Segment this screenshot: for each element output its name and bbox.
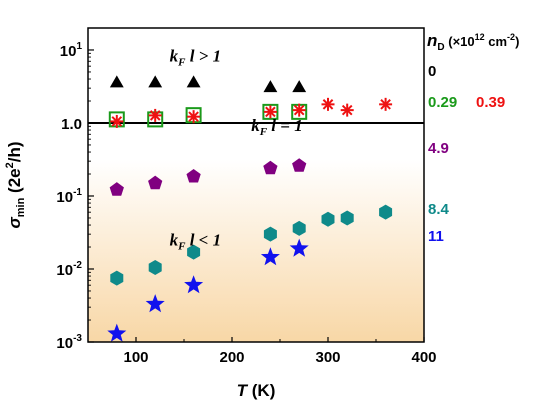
y-tick-label: 10-3: [56, 333, 82, 352]
data-point: [263, 226, 277, 242]
regime-annotation: kF l > 1: [170, 46, 222, 68]
data-point: [263, 160, 278, 175]
data-point: [292, 158, 307, 172]
data-point: [186, 75, 201, 88]
data-point: [292, 80, 307, 93]
legend-title: nD (×1012 cm-2): [427, 31, 519, 53]
plot-frame: [87, 27, 425, 343]
data-point: [109, 182, 124, 196]
x-tick-label: 400: [411, 349, 436, 366]
data-point: [262, 103, 279, 120]
data-point: [109, 75, 124, 88]
legend-title-unit: (×10: [445, 34, 475, 49]
data-point: [148, 75, 163, 88]
data-point: [187, 110, 201, 124]
regime-annotation: kF l < 1: [170, 230, 222, 252]
legend-label: 0: [428, 63, 436, 80]
data-point: [187, 244, 201, 260]
legend-title-main: n: [427, 31, 437, 50]
data-point: [321, 97, 335, 111]
data-point: [292, 220, 306, 236]
data-point: [379, 97, 393, 111]
data-point: [110, 114, 124, 128]
x-tick-label: 300: [315, 349, 340, 366]
legend-title-tail: cm: [485, 34, 507, 49]
regime-annotation: kF l = 1: [251, 116, 303, 138]
data-point: [145, 294, 165, 313]
legend-title-close: ): [515, 34, 519, 49]
legend-label: 11: [428, 228, 444, 245]
legend-title-sub: D: [437, 42, 444, 53]
data-point: [260, 247, 280, 266]
y-axis-title-sub: min: [15, 197, 27, 217]
series-11: [107, 238, 309, 342]
data-point: [148, 108, 162, 122]
data-point: [379, 204, 393, 220]
y-axis-title-tail: /h): [5, 141, 24, 162]
data-point: [148, 259, 162, 275]
y-tick-label: 101: [60, 41, 83, 60]
series-8-4: [110, 204, 393, 286]
data-point: [184, 275, 204, 294]
series-0: [109, 75, 307, 93]
legend-label: 0.29: [428, 94, 457, 111]
y-tick-label: 10-2: [56, 260, 82, 279]
data-point: [289, 238, 309, 257]
data-point: [340, 210, 354, 226]
plot-background: [88, 28, 424, 342]
data-point: [110, 270, 124, 286]
y-tick-label: 1.0: [61, 116, 82, 133]
data-point: [263, 80, 278, 93]
x-tick-label: 100: [123, 349, 148, 366]
data-point: [148, 175, 163, 190]
data-point: [107, 323, 127, 342]
data-point: [340, 103, 354, 117]
y-axis-title-main: σ: [5, 217, 24, 229]
legend-label: 0.39: [476, 94, 505, 111]
legend-title-sup: 12: [475, 32, 485, 42]
y-axis-title: σmin (2e2/h): [4, 141, 27, 228]
y-tick-label: 10-1: [56, 187, 82, 206]
series-0-39: [110, 97, 393, 128]
data-point: [321, 211, 335, 227]
series-4-9: [109, 158, 307, 196]
x-axis-title: T (K): [237, 381, 276, 400]
y-axis-title-unit: (2e: [5, 168, 24, 197]
data-point: [292, 103, 306, 117]
data-point: [186, 168, 201, 183]
y-axis-title-sup: 2: [4, 162, 16, 168]
legend-title-sup2: -2: [507, 32, 515, 42]
x-tick-label: 200: [219, 349, 244, 366]
legend-label: 4.9: [428, 140, 449, 157]
x-axis-title-unit: (K): [247, 381, 275, 400]
x-axis-title-main: T: [237, 381, 249, 400]
legend-label: 8.4: [428, 201, 450, 218]
data-point: [263, 105, 277, 119]
